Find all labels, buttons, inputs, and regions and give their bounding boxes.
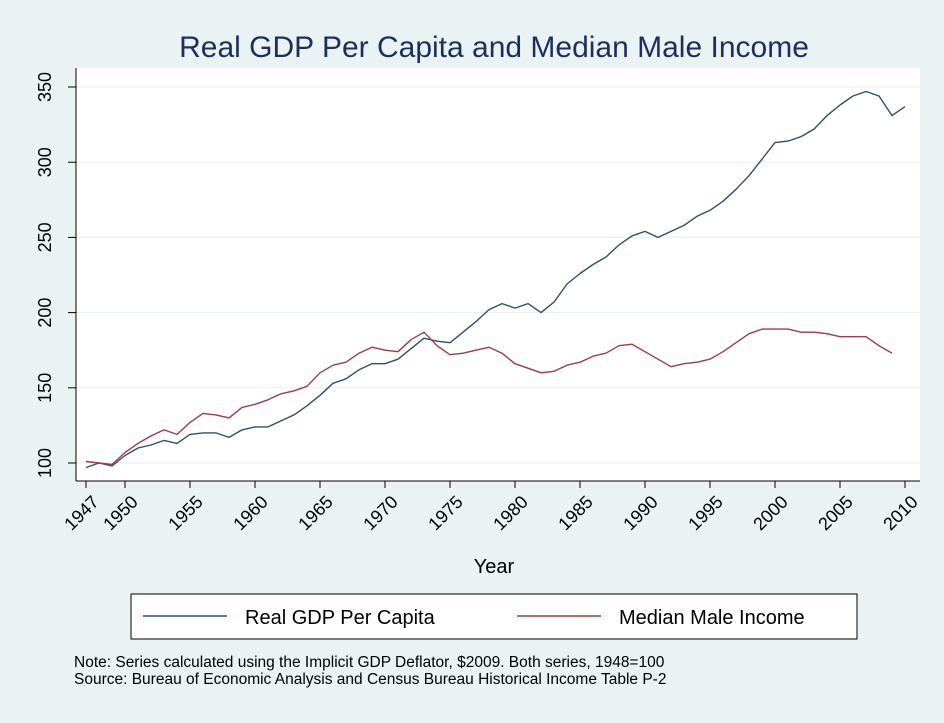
source-text: Source: Bureau of Economic Analysis and … (74, 671, 667, 688)
x-axis-label: Year (474, 556, 515, 578)
x-tick-label: 1965 (294, 492, 336, 534)
x-tick-label: 1985 (554, 492, 596, 534)
series-lines (85, 90, 906, 469)
x-tick-label: 1995 (684, 492, 726, 534)
series-line-2 (85, 328, 893, 466)
x-tick-label: 2000 (749, 492, 791, 534)
legend-label: Median Male Income (619, 607, 805, 629)
grid-lines (76, 86, 920, 464)
x-tick-label: 1990 (619, 492, 661, 534)
x-tick-label: 1980 (489, 492, 531, 534)
x-tick-label: 2005 (814, 492, 856, 534)
y-tick-label: 350 (35, 72, 55, 102)
y-tick-label: 250 (35, 222, 55, 252)
y-tick-label: 100 (35, 448, 55, 478)
x-tick-label: 1947 (60, 492, 102, 534)
legend-label: Real GDP Per Capita (245, 607, 436, 629)
legend-box (130, 593, 858, 640)
chart-title: Real GDP Per Capita and Median Male Inco… (179, 31, 809, 64)
legend: Real GDP Per Capita Median Male Income (143, 607, 805, 629)
plot-area (76, 68, 920, 481)
x-tick-label: 1950 (99, 492, 141, 534)
x-tick-label: 1970 (359, 492, 401, 534)
y-tick-label: 150 (35, 373, 55, 403)
series-line-1 (85, 90, 906, 469)
y-tick-label: 300 (35, 147, 55, 177)
x-tick-label: 1975 (424, 492, 466, 534)
x-tick-label: 2010 (879, 492, 921, 534)
x-tick-label: 1955 (164, 492, 206, 534)
y-tick-label: 200 (35, 298, 55, 328)
note-text: Note: Series calculated using the Implic… (74, 654, 665, 671)
x-tick-label: 1960 (229, 492, 271, 534)
